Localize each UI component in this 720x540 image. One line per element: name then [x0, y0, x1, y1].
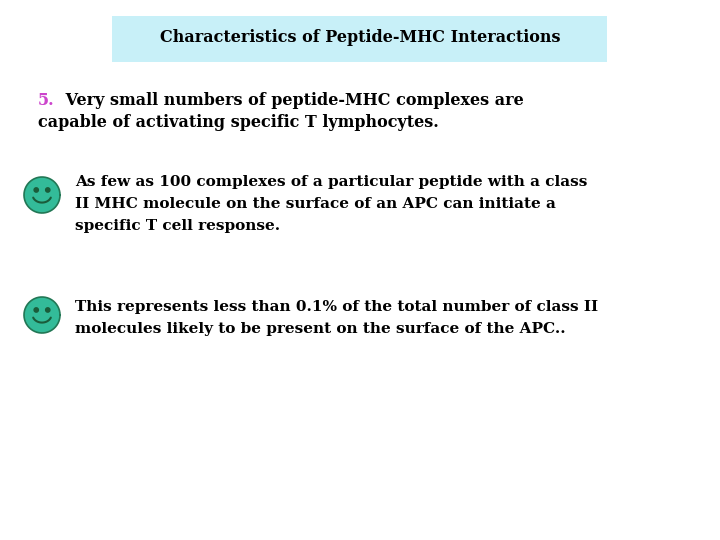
Text: Characteristics of Peptide-MHC Interactions: Characteristics of Peptide-MHC Interacti… — [160, 30, 560, 46]
Text: Very small numbers of peptide-MHC complexes are: Very small numbers of peptide-MHC comple… — [60, 92, 523, 109]
Text: capable of activating specific T lymphocytes.: capable of activating specific T lymphoc… — [38, 114, 438, 131]
Circle shape — [24, 177, 60, 213]
Circle shape — [34, 188, 38, 192]
FancyBboxPatch shape — [112, 16, 607, 62]
Text: This represents less than 0.1% of the total number of class II: This represents less than 0.1% of the to… — [75, 300, 598, 314]
Circle shape — [45, 308, 50, 312]
Text: specific T cell response.: specific T cell response. — [75, 219, 280, 233]
Text: As few as 100 complexes of a particular peptide with a class: As few as 100 complexes of a particular … — [75, 175, 588, 189]
Text: II MHC molecule on the surface of an APC can initiate a: II MHC molecule on the surface of an APC… — [75, 197, 556, 211]
Circle shape — [45, 188, 50, 192]
Text: 5.: 5. — [38, 92, 55, 109]
Circle shape — [24, 297, 60, 333]
Circle shape — [34, 308, 38, 312]
Text: molecules likely to be present on the surface of the APC..: molecules likely to be present on the su… — [75, 322, 566, 336]
Circle shape — [27, 300, 58, 330]
Circle shape — [27, 180, 58, 210]
